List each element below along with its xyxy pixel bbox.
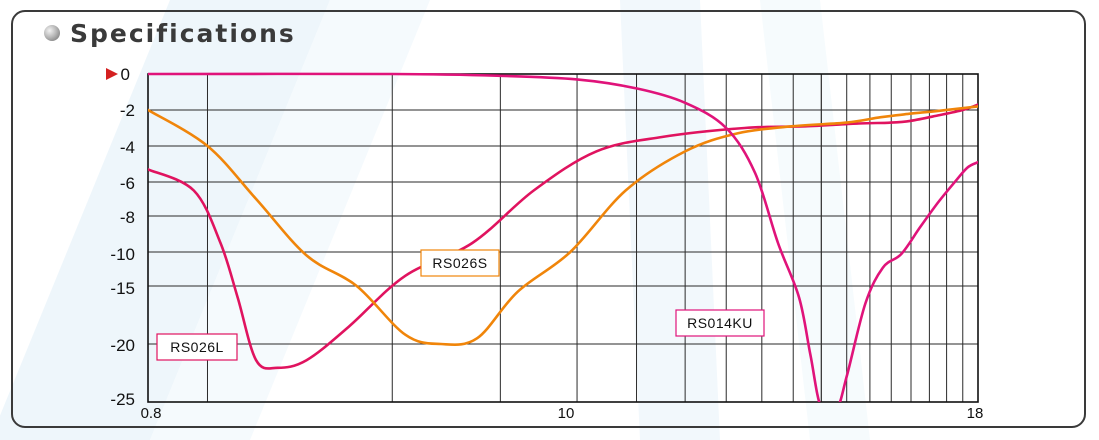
y-tick-label: -20: [110, 336, 135, 355]
series-line-rs026l: [148, 103, 978, 370]
y-tick-label: 0: [121, 65, 130, 84]
x-axis-ticks: 0.8 10 18: [141, 405, 984, 422]
y-axis-ticks: 0 -2 -4 -6 -8 -10 -15 -20 -25: [106, 65, 135, 409]
series-line-rs026s: [148, 105, 978, 347]
series-label-rs026s: RS026S: [420, 249, 500, 277]
plot-area-border: [147, 73, 979, 403]
chart-grid: [148, 74, 978, 402]
x-tick-label: 0.8: [141, 405, 162, 422]
y-tick-label: -6: [120, 174, 135, 193]
x-tick-label: 10: [558, 405, 575, 422]
x-tick-label: 18: [967, 405, 984, 422]
series-labels: RS026L RS026S RS014KU: [156, 249, 765, 361]
y-tick-label: -2: [120, 101, 135, 120]
y-tick-label: -8: [120, 208, 135, 227]
bullet-icon: [44, 25, 60, 41]
page-title: Specifications: [70, 18, 296, 48]
series-label-rs014ku: RS014KU: [675, 309, 765, 337]
series-line-rs014ku: [148, 72, 978, 402]
y-tick-label: -15: [110, 279, 135, 298]
panel-header: Specifications: [44, 18, 296, 48]
series-label-text: RS026S: [432, 255, 487, 271]
series-label-rs026l: RS026L: [156, 333, 238, 361]
y-tick-label: -4: [120, 138, 135, 157]
y-tick-label: -10: [110, 245, 135, 264]
series-label-text: RS026L: [170, 339, 224, 355]
spec-panel-frame: [11, 10, 1086, 428]
y-tick-label: -25: [110, 390, 135, 409]
zero-marker-icon: [106, 68, 118, 80]
series-lines: [148, 72, 978, 402]
series-label-text: RS014KU: [687, 315, 753, 331]
